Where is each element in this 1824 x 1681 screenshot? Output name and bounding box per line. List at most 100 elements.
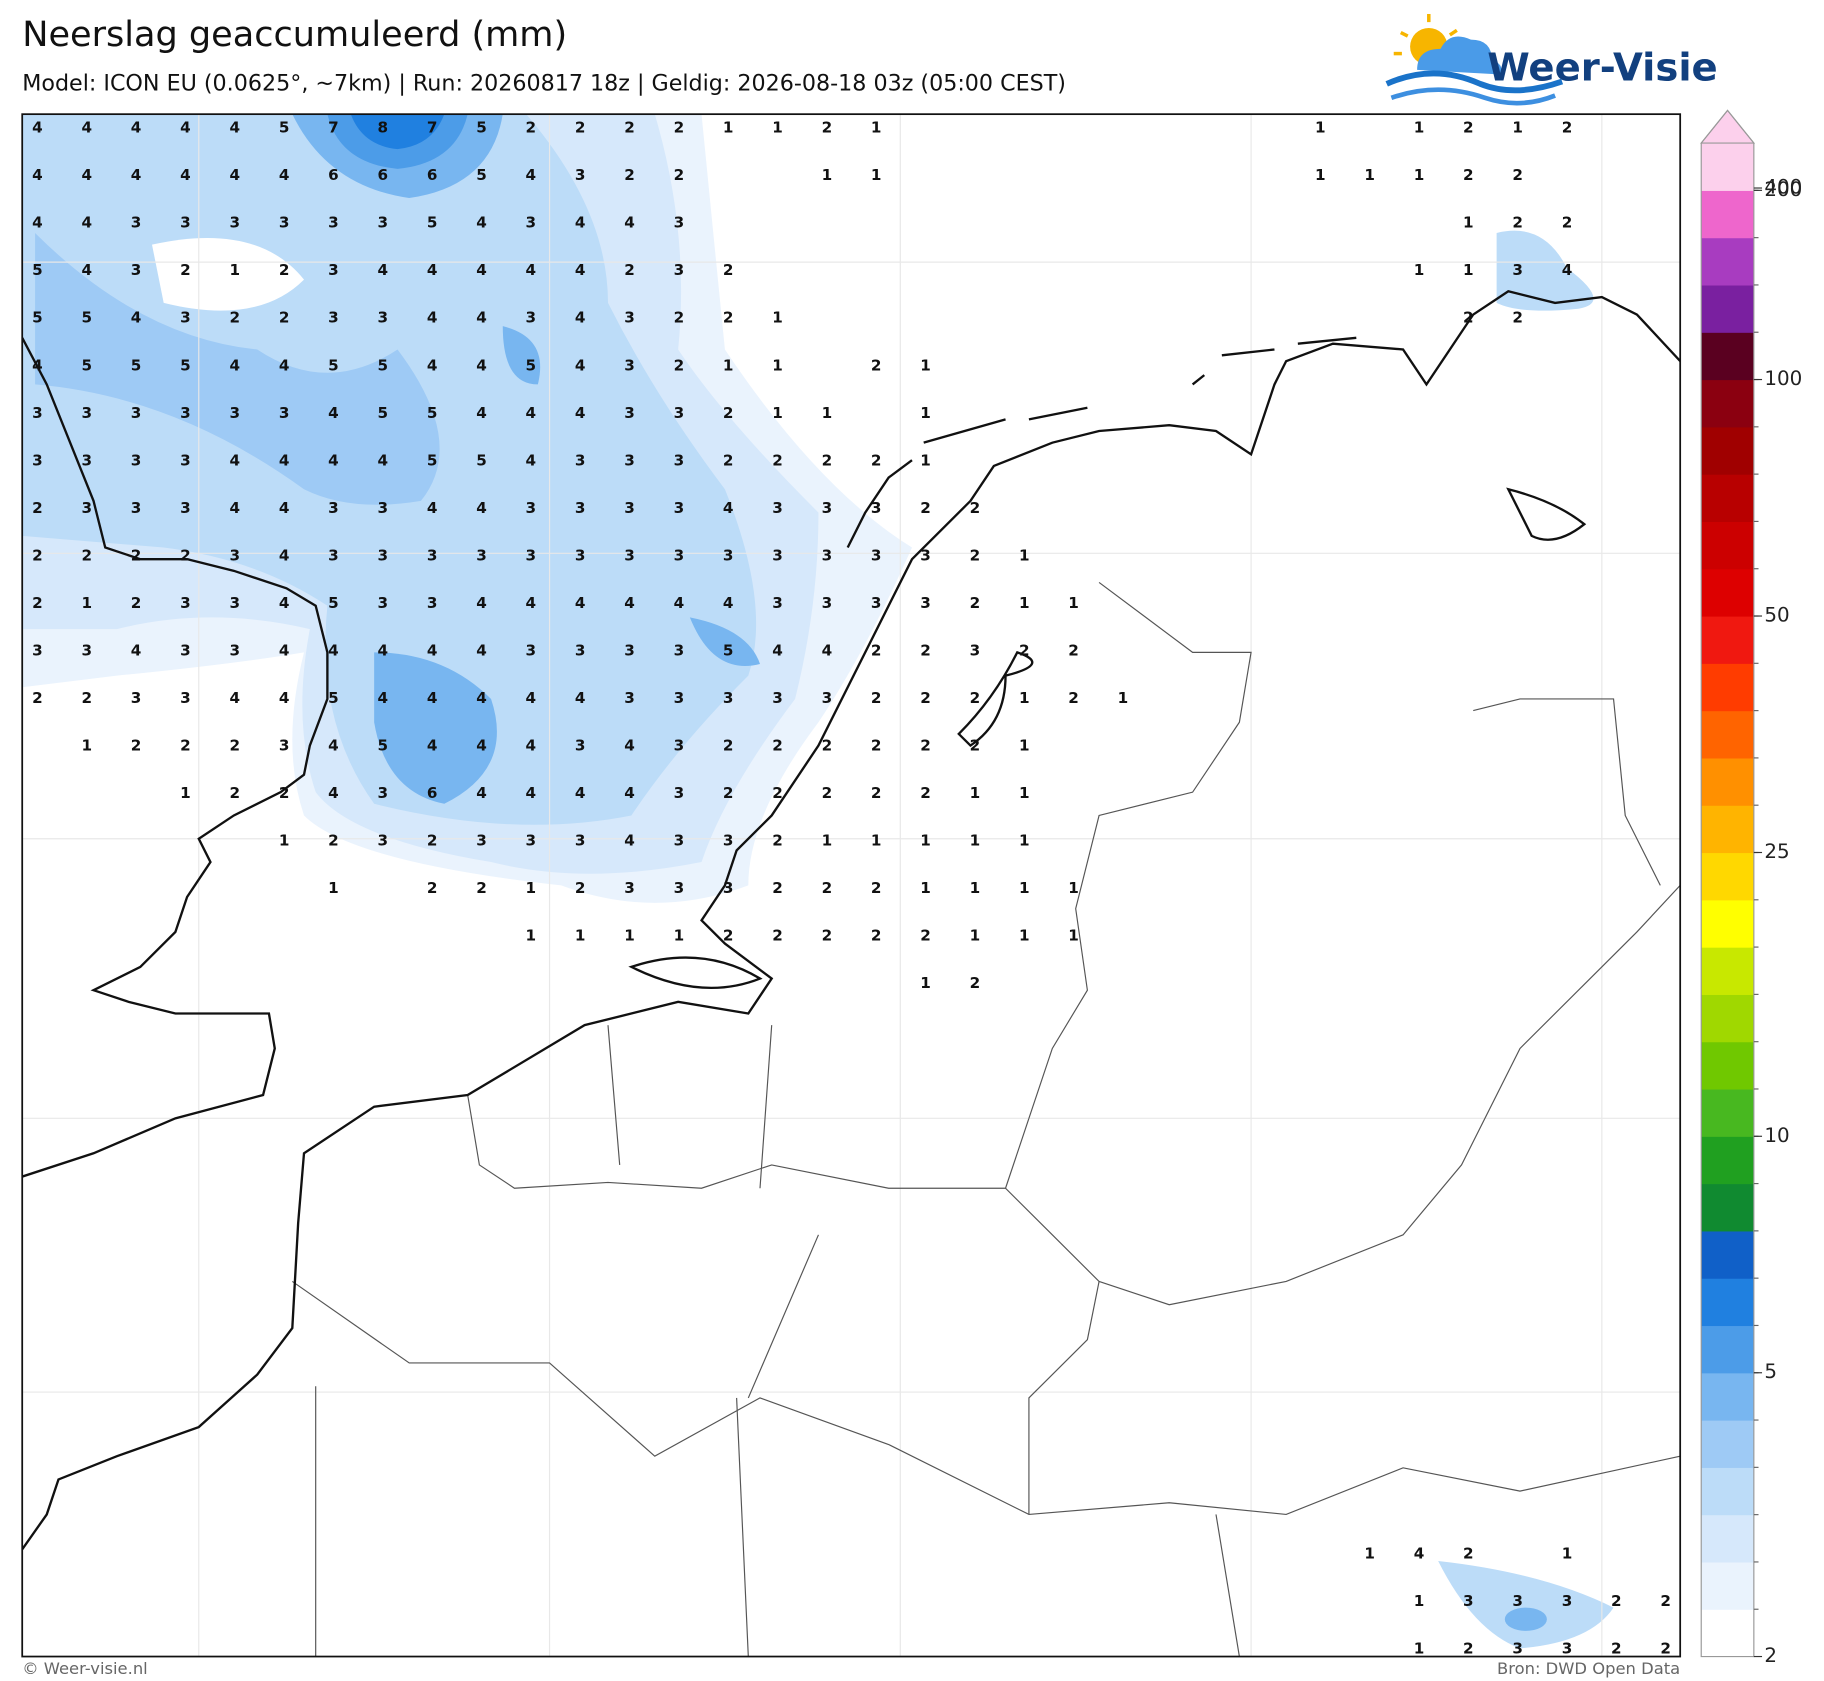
station-value: 4	[526, 737, 537, 755]
station-value: 4	[526, 689, 537, 707]
station-value: 4	[476, 784, 487, 802]
station-value: 5	[328, 594, 339, 612]
station-value: 1	[1315, 166, 1326, 184]
station-value: 1	[970, 832, 981, 850]
station-value: 1	[1019, 737, 1030, 755]
station-value: 2	[328, 832, 339, 850]
station-value: 3	[624, 404, 635, 422]
station-value: 3	[180, 641, 191, 659]
station-value: 4	[81, 119, 92, 137]
station-value: 3	[180, 404, 191, 422]
station-value: 2	[970, 974, 981, 992]
station-value: 2	[970, 594, 981, 612]
station-value: 1	[526, 879, 537, 897]
station-value: 1	[624, 927, 635, 945]
station-value: 3	[229, 546, 240, 564]
station-value: 4	[772, 641, 783, 659]
station-value: 3	[476, 832, 487, 850]
colorbar-segment	[1701, 947, 1754, 995]
station-value: 2	[1019, 641, 1030, 659]
station-value: 4	[279, 546, 290, 564]
station-value: 1	[1068, 594, 1079, 612]
station-value: 3	[624, 641, 635, 659]
station-value: 4	[81, 166, 92, 184]
station-value: 4	[427, 261, 438, 279]
station-value: 1	[279, 832, 290, 850]
station-value: 4	[131, 119, 142, 137]
station-value: 3	[624, 689, 635, 707]
station-value: 2	[970, 689, 981, 707]
station-value: 4	[328, 404, 339, 422]
station-value: 5	[476, 451, 487, 469]
station-value: 2	[1512, 214, 1523, 232]
station-value: 2	[920, 737, 931, 755]
station-value: 1	[970, 784, 981, 802]
station-value: 4	[229, 119, 240, 137]
colorbar-segment	[1701, 237, 1754, 286]
station-value: 2	[723, 261, 734, 279]
footer-left: © Weer-visie.nl	[22, 1659, 148, 1678]
station-value: 1	[1019, 879, 1030, 897]
station-value: 2	[131, 737, 142, 755]
station-value: 4	[476, 499, 487, 517]
station-value: 4	[131, 641, 142, 659]
station-value: 3	[81, 641, 92, 659]
station-value: 2	[772, 927, 783, 945]
station-value: 2	[822, 737, 833, 755]
station-value: 3	[674, 641, 685, 659]
station-value: 2	[871, 927, 882, 945]
station-value: 3	[575, 451, 586, 469]
station-value: 3	[229, 404, 240, 422]
colorbar-segment	[1701, 1325, 1754, 1374]
station-value: 4	[575, 404, 586, 422]
colorbar-segment	[1701, 568, 1754, 617]
station-value: 4	[279, 451, 290, 469]
station-value: 2	[131, 594, 142, 612]
station-value: 1	[772, 404, 783, 422]
colorbar-segment	[1701, 379, 1754, 428]
station-value: 1	[772, 119, 783, 137]
station-value: 2	[772, 737, 783, 755]
station-value: 4	[427, 309, 438, 327]
colorbar-segment	[1701, 1372, 1754, 1421]
station-value: 4	[624, 784, 635, 802]
station-value: 4	[526, 594, 537, 612]
colorbar-tick-label: 2	[1764, 1644, 1777, 1667]
station-value: 2	[871, 451, 882, 469]
station-value: 2	[81, 546, 92, 564]
station-value: 7	[328, 119, 339, 137]
station-value: 4	[229, 499, 240, 517]
station-value: 2	[674, 166, 685, 184]
station-value: 1	[920, 974, 931, 992]
station-value: 3	[526, 214, 537, 232]
station-value: 3	[229, 214, 240, 232]
colorbar-segment	[1701, 805, 1754, 854]
station-value: 1	[229, 261, 240, 279]
station-value: 3	[328, 309, 339, 327]
station-value: 3	[1562, 1640, 1573, 1658]
station-value: 4	[131, 166, 142, 184]
station-value: 3	[674, 832, 685, 850]
station-value: 3	[575, 166, 586, 184]
station-value: 2	[723, 737, 734, 755]
station-value: 2	[1463, 1640, 1474, 1658]
station-value: 4	[378, 641, 389, 659]
station-value: 2	[822, 119, 833, 137]
station-value: 3	[575, 641, 586, 659]
station-value: 2	[1562, 119, 1573, 137]
station-value: 2	[1660, 1640, 1671, 1658]
station-value: 2	[723, 309, 734, 327]
station-value: 3	[674, 499, 685, 517]
station-value: 2	[970, 737, 981, 755]
station-value: 4	[378, 261, 389, 279]
station-value: 2	[871, 641, 882, 659]
station-value: 3	[180, 309, 191, 327]
station-value: 3	[526, 832, 537, 850]
station-value: 2	[131, 546, 142, 564]
borders	[291, 582, 1681, 1657]
station-value: 3	[1512, 261, 1523, 279]
station-value: 2	[920, 641, 931, 659]
footer-right: Bron: DWD Open Data	[1497, 1659, 1680, 1678]
colorbar-segment	[1701, 994, 1754, 1043]
colorbar-segment	[1701, 474, 1754, 523]
